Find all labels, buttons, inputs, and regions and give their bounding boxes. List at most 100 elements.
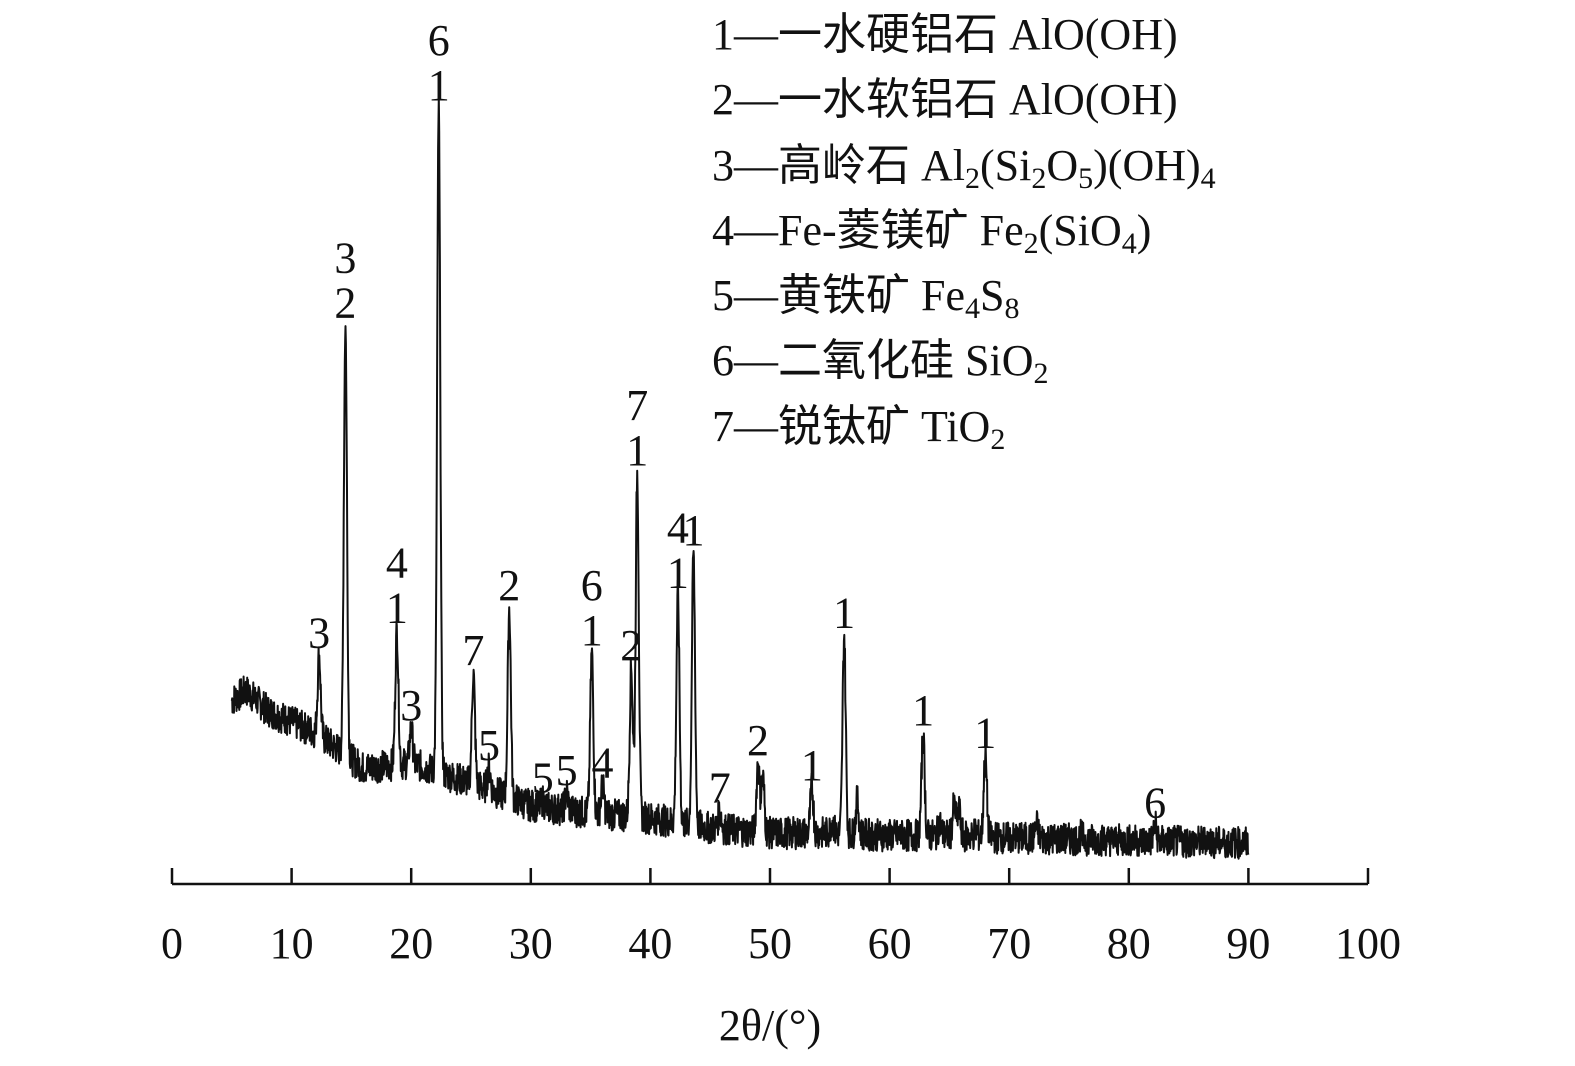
x-tick-label: 40 <box>628 919 672 968</box>
x-tick-label: 80 <box>1107 919 1151 968</box>
legend-formula: Fe2(SiO4) <box>979 205 1152 259</box>
legend-dash: — <box>734 75 778 125</box>
formula-text: TiO <box>921 401 991 451</box>
legend-formula: AlO(OH) <box>1009 75 1178 124</box>
peak-label: 1 <box>833 589 855 638</box>
legend-mineral-name: 二氧化硅 <box>778 336 954 386</box>
formula-subscript: 4 <box>1121 226 1137 260</box>
peak-label: 1 <box>974 709 996 758</box>
formula-text: SiO <box>965 336 1034 386</box>
legend-dash: — <box>734 10 778 59</box>
legend-dash: — <box>734 205 778 255</box>
formula-text: )(OH) <box>1093 140 1201 190</box>
peak-label: 2 <box>620 621 642 670</box>
x-tick-label: 70 <box>987 919 1031 968</box>
legend-dash: — <box>734 140 778 190</box>
legend-mineral-name: 黄铁矿 <box>778 271 910 321</box>
formula-subscript: 2 <box>965 161 980 195</box>
peak-label: 7 <box>626 381 648 430</box>
legend-item: 5—黄铁矿 Fe4S8 <box>712 269 1216 334</box>
x-tick-label: 10 <box>270 919 314 968</box>
legend-mineral-name: Fe-菱镁矿 <box>778 205 969 255</box>
peak-label: 1 <box>912 686 934 735</box>
peak-label: 1 <box>801 741 823 790</box>
peak-label: 3 <box>334 234 356 283</box>
formula-text: Fe <box>921 271 965 321</box>
legend-item: 4—Fe-菱镁矿 Fe2(SiO4) <box>712 204 1216 269</box>
legend-number: 1 <box>712 10 734 59</box>
legend-mineral-name: 一水软铝石 <box>778 75 998 125</box>
legend-item: 6—二氧化硅 SiO2 <box>712 334 1216 399</box>
peak-label: 4 <box>667 504 689 553</box>
formula-text: ) <box>1136 205 1152 255</box>
legend-formula: Al2(Si2O5)(OH)4 <box>921 140 1216 194</box>
legend-number: 6 <box>712 336 734 386</box>
formula-text: S <box>980 271 1005 321</box>
legend-dash: — <box>734 336 778 386</box>
peak-label: 5 <box>478 721 500 770</box>
formula-text: AlO(OH) <box>1009 10 1178 59</box>
x-axis-ticks <box>170 868 1370 884</box>
peak-label: 4 <box>386 539 408 588</box>
formula-subscript: 4 <box>1200 161 1216 195</box>
legend-formula: SiO2 <box>965 336 1048 389</box>
legend: 1—一水硬铝石 AlO(OH) 2—一水软铝石 AlO(OH) 3—高岭石 Al2(… <box>712 8 1216 465</box>
formula-subscript: 2 <box>990 422 1006 456</box>
peak-label: 1 <box>667 549 689 598</box>
peak-label: 1 <box>581 606 603 655</box>
legend-item: 2—一水软铝石 AlO(OH) <box>712 73 1216 138</box>
peak-label: 5 <box>556 746 578 795</box>
peak-label: 2 <box>334 279 356 328</box>
legend-number: 3 <box>712 140 734 190</box>
peak-label: 3 <box>308 609 330 658</box>
legend-mineral-name: 锐钛矿 <box>778 401 910 451</box>
legend-dash: — <box>734 271 778 321</box>
legend-number: 7 <box>712 401 734 451</box>
formula-text: (SiO <box>1038 205 1122 255</box>
formula-text: Al <box>921 140 965 190</box>
formula-subscript: 5 <box>1078 161 1094 195</box>
x-tick-label: 90 <box>1226 919 1270 968</box>
peak-label: 6 <box>1144 779 1166 828</box>
formula-text: O <box>1046 140 1079 190</box>
peak-label: 7 <box>462 626 484 675</box>
legend-number: 4 <box>712 205 734 255</box>
formula-text: Fe <box>979 205 1024 255</box>
xrd-pattern-line <box>230 96 1250 860</box>
x-tick-label: 60 <box>868 919 912 968</box>
peak-label: 2 <box>498 561 520 610</box>
legend-formula: TiO2 <box>921 401 1005 455</box>
x-tick-label: 100 <box>1335 919 1401 968</box>
peak-label: 1 <box>386 584 408 633</box>
peak-label: 3 <box>400 681 422 730</box>
peak-label: 1 <box>626 426 648 475</box>
formula-text: (Si <box>980 140 1032 190</box>
formula-subscript: 4 <box>965 292 980 326</box>
legend-formula: AlO(OH) <box>1009 10 1178 59</box>
peak-label: 4 <box>592 739 614 788</box>
x-tick-label: 50 <box>748 919 792 968</box>
peak-label: 2 <box>747 716 769 765</box>
legend-number: 5 <box>712 271 734 321</box>
formula-subscript: 2 <box>1033 357 1049 391</box>
legend-item: 7—锐钛矿 TiO2 <box>712 400 1216 465</box>
formula-subscript: 8 <box>1004 292 1020 326</box>
legend-mineral-name: 高岭石 <box>778 140 910 190</box>
x-tick-label: 0 <box>161 919 183 968</box>
legend-number: 2 <box>712 75 734 125</box>
peak-label: 7 <box>709 764 731 813</box>
x-axis-title: 2θ/(°) <box>719 1001 821 1050</box>
peak-label: 6 <box>581 561 603 610</box>
legend-item: 1—一水硬铝石 AlO(OH) <box>712 8 1216 73</box>
peak-label: 6 <box>428 16 450 65</box>
x-tick-label: 20 <box>389 919 433 968</box>
formula-subscript: 2 <box>1031 161 1047 195</box>
legend-item: 3—高岭石 Al2(Si2O5)(OH)4 <box>712 139 1216 204</box>
x-tick-label: 30 <box>509 919 553 968</box>
formula-subscript: 2 <box>1023 226 1039 260</box>
x-axis-tick-labels: 0 10 20 30 40 50 60 70 80 90 100 <box>161 919 1401 968</box>
legend-mineral-name: 一水硬铝石 <box>778 10 998 59</box>
peak-label: 1 <box>682 506 704 555</box>
